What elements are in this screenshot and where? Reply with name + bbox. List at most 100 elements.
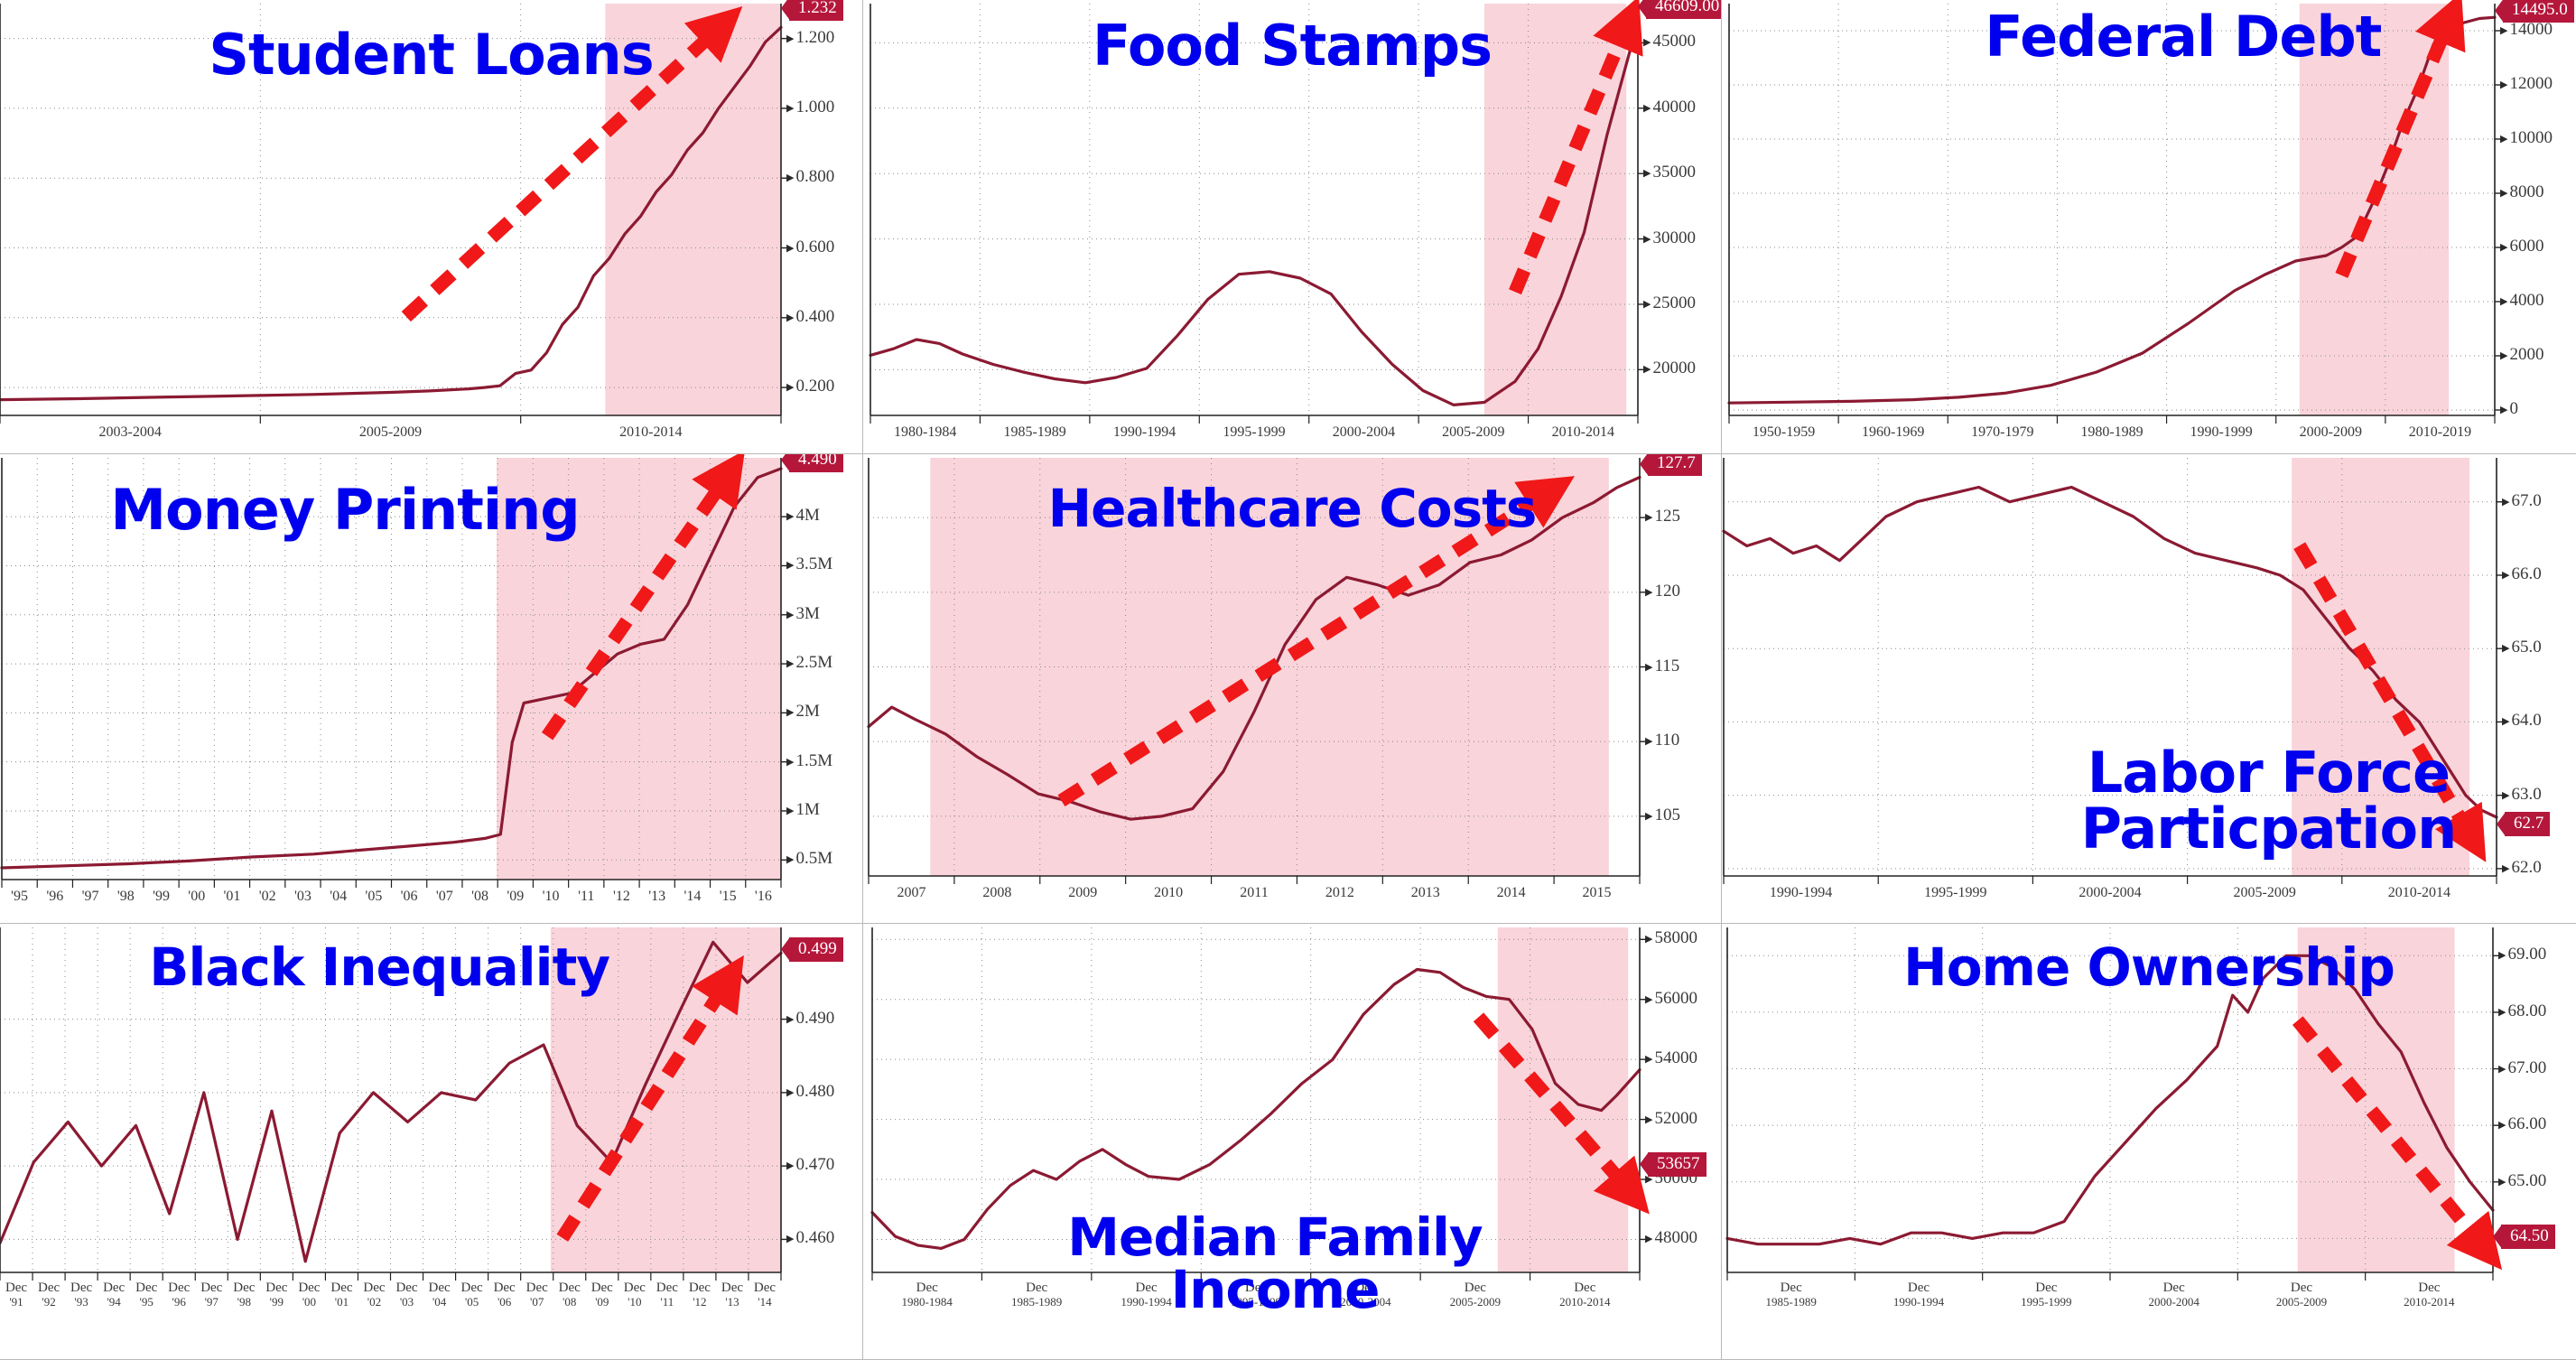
plot-area (867, 458, 1646, 884)
y-axis-tick-label: 8000 (2500, 182, 2543, 202)
x-axis-tick-label: '03 (293, 889, 312, 904)
y-axis-tick-label: 0.460 (786, 1228, 834, 1248)
x-axis-tick-label: '06 (400, 889, 418, 904)
x-axis-tick-label: Dec '92 (37, 1281, 60, 1309)
y-axis-tick-label: 58000 (1645, 928, 1697, 948)
x-axis-tick-label: 1950-1959 (1752, 424, 1816, 440)
x-axis-tick-label: Dec '99 (265, 1281, 288, 1309)
y-axis-tick-label: 66.00 (2498, 1114, 2546, 1134)
x-axis-tick-label: '96 (46, 889, 64, 904)
x-axis-tick-label: Dec '91 (5, 1281, 28, 1309)
x-axis-tick-label: Dec 1985-1989 (1765, 1281, 1817, 1309)
y-axis-tick-label: 0 (2500, 399, 2518, 419)
current-value-badge: 62.7 (2505, 812, 2551, 837)
y-axis-tick-label: 52000 (1645, 1109, 1697, 1129)
y-axis-tick-label: 1M (786, 800, 819, 820)
trend-arrow-down (2293, 542, 2487, 862)
x-axis-tick-label: 2000-2004 (2078, 885, 2142, 900)
y-axis-tick-label: 65.0 (2502, 638, 2541, 657)
x-axis-tick-label: 2009 (1068, 885, 1098, 900)
y-axis-tick-label: 3M (786, 604, 819, 624)
data-line (1722, 485, 2498, 819)
chart-title: Healthcare Costs (1047, 478, 1538, 540)
chart-title: Home Ownership (1903, 936, 2395, 999)
x-axis-tick-label: 2005-2009 (1442, 424, 1505, 440)
y-axis-tick-label: 115 (1645, 657, 1679, 676)
x-axis-tick-label: Dec '94 (103, 1281, 126, 1309)
x-axis-tick-label: '05 (365, 889, 383, 904)
y-axis-tick-label: 68.00 (2498, 1001, 2546, 1021)
x-axis-tick-label: '14 (684, 889, 702, 904)
y-axis-tick-label: 30000 (1643, 228, 1696, 248)
x-axis-tick-label: 2013 (1410, 885, 1440, 900)
x-axis-tick-label: '04 (330, 889, 348, 904)
chart-title: Black Inequality (149, 936, 610, 999)
x-axis-tick-label: 1970-1979 (1971, 424, 2034, 440)
x-axis-tick-label: Dec 1980-1984 (901, 1281, 953, 1309)
y-axis-tick-label: 120 (1645, 582, 1680, 601)
y-axis-tick-label: 2000 (2500, 345, 2543, 365)
y-axis-tick-label: 1.200 (786, 28, 834, 48)
x-axis-tick-label: 2005-2009 (358, 424, 423, 440)
plot-area (1727, 0, 2501, 424)
x-axis-tick-label: Dec '04 (428, 1281, 451, 1309)
x-axis-tick-label: 1985-1989 (1003, 424, 1066, 440)
data-line (870, 967, 1641, 1250)
plot-area (0, 927, 787, 1281)
x-axis-tick-label: '02 (258, 889, 276, 904)
x-axis-tick-label: '07 (435, 889, 453, 904)
y-axis-tick-label: 2M (786, 702, 819, 722)
plot-area (1725, 927, 2503, 1281)
y-axis-tick-label: 0.200 (786, 377, 834, 396)
x-axis-tick-label: 2000-2009 (2299, 424, 2362, 440)
current-value-badge: 4.490 (789, 454, 843, 472)
x-axis-tick-label: '08 (471, 889, 489, 904)
x-axis-tick-label: Dec '13 (721, 1281, 744, 1309)
highlight-band (605, 4, 781, 415)
highlight-band (2297, 927, 2455, 1272)
x-axis-tick-label: Dec '08 (558, 1281, 581, 1309)
y-axis-tick-label: 45000 (1643, 32, 1696, 51)
y-axis-tick-label: 3.5M (786, 554, 832, 574)
highlight-band (1497, 927, 1629, 1272)
x-axis-tick-label: 2010 (1154, 885, 1184, 900)
x-axis-tick-label: 2008 (982, 885, 1012, 900)
y-axis-tick-label: 40000 (1643, 98, 1696, 117)
panel-labor-force-participation: Labor Force Particpation 67.0 66.0 65.0 64.0… (1722, 454, 2576, 924)
y-axis-tick-label: 20000 (1643, 359, 1696, 378)
x-axis-tick-label: '15 (719, 889, 737, 904)
y-axis-tick-label: 4000 (2500, 291, 2543, 311)
current-value-badge: 53657 (1648, 1151, 1706, 1177)
x-axis-tick-label: Dec 2010-2014 (1559, 1281, 1611, 1309)
plot-area (870, 927, 1650, 1281)
x-axis-tick-label: 1995-1999 (1924, 885, 1987, 900)
y-axis-tick-label: 67.0 (2502, 491, 2541, 511)
x-axis-tick-label: Dec 1995-1999 (1230, 1281, 1282, 1309)
panel-money-printing: Money Printing 4M 3.5M 3M 2.5M 2M 1.5M 1M 0.5M '9… (0, 454, 863, 924)
chart-title: Student Loans (209, 22, 654, 88)
x-axis-tick-label: '97 (81, 889, 99, 904)
x-axis-tick-label: Dec '00 (298, 1281, 321, 1309)
x-axis-tick-label: 1990-1999 (2190, 424, 2253, 440)
x-axis-tick-label: Dec 2005-2009 (2275, 1281, 2328, 1309)
panel-federal-debt: Federal Debt 14000 12000 10000 8000 6000 4000 2… (1722, 0, 2576, 454)
x-axis-tick-label: Dec 1995-1999 (2021, 1281, 2072, 1309)
y-axis-tick-label: 125 (1645, 507, 1680, 526)
x-axis-tick-label: 2011 (1240, 885, 1269, 900)
y-axis-tick-label: 69.00 (2498, 945, 2546, 964)
chart-title: Median Family Income (1067, 1206, 1483, 1321)
y-axis-tick-label: 0.400 (786, 307, 834, 327)
chart-title: Food Stamps (1092, 13, 1493, 79)
data-line (0, 467, 783, 870)
panel-home-ownership: Home Ownership 69.00 68.00 67.00 66.00 65.00 6… (1722, 924, 2576, 1360)
y-axis-tick-label: 110 (1645, 731, 1679, 750)
x-axis-tick-label: 2010-2014 (619, 424, 683, 440)
x-axis-tick-label: Dec '10 (623, 1281, 646, 1309)
trend-arrow-up (1057, 476, 1575, 806)
x-axis-tick-label: Dec '95 (135, 1281, 158, 1309)
trend-arrow-up (556, 955, 744, 1242)
x-axis-tick-label: Dec 2000-2004 (1340, 1281, 1391, 1309)
x-axis-tick-label: 2007 (897, 885, 926, 900)
x-axis-tick-label: '13 (648, 889, 666, 904)
